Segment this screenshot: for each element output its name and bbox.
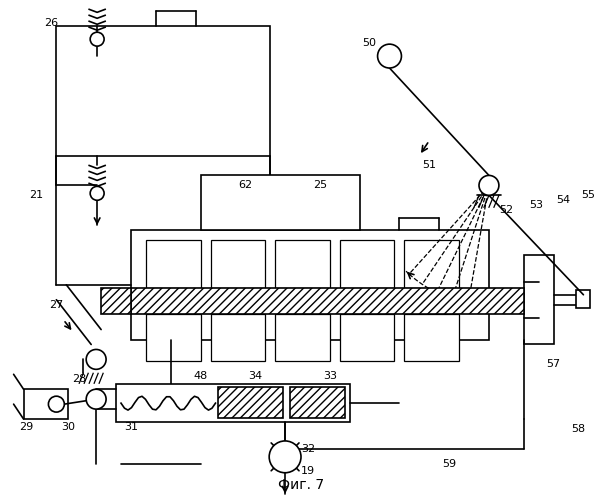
Bar xyxy=(405,314,459,362)
Bar xyxy=(405,240,459,288)
Circle shape xyxy=(269,441,301,473)
Text: 19: 19 xyxy=(301,466,315,476)
Circle shape xyxy=(86,389,106,409)
Bar xyxy=(218,387,283,418)
Bar xyxy=(101,288,131,314)
Bar xyxy=(131,288,524,314)
Text: 52: 52 xyxy=(499,205,513,215)
Text: 53: 53 xyxy=(529,200,544,210)
Bar xyxy=(275,240,330,288)
Circle shape xyxy=(90,32,104,46)
Bar xyxy=(210,240,265,288)
Bar xyxy=(146,314,201,362)
Text: 30: 30 xyxy=(62,422,75,432)
Text: 25: 25 xyxy=(313,180,327,190)
Text: 31: 31 xyxy=(124,422,138,432)
Text: 51: 51 xyxy=(422,160,437,170)
Text: 27: 27 xyxy=(49,300,63,310)
Text: Фиг. 7: Фиг. 7 xyxy=(278,478,324,492)
Text: 57: 57 xyxy=(546,360,561,370)
Bar xyxy=(131,230,489,340)
Circle shape xyxy=(479,176,499,196)
Bar xyxy=(56,26,270,156)
Text: 26: 26 xyxy=(45,18,58,28)
Text: 59: 59 xyxy=(442,459,456,469)
Text: 28: 28 xyxy=(72,374,86,384)
Bar xyxy=(116,384,350,422)
Text: 62: 62 xyxy=(238,180,253,190)
Bar xyxy=(275,314,330,362)
Bar xyxy=(524,255,554,344)
Circle shape xyxy=(377,44,402,68)
Bar xyxy=(339,314,394,362)
Bar xyxy=(339,240,394,288)
Text: 50: 50 xyxy=(362,38,377,48)
Bar xyxy=(24,389,68,419)
Bar xyxy=(146,240,201,288)
Text: 33: 33 xyxy=(323,372,337,382)
Text: 55: 55 xyxy=(581,190,595,200)
Bar xyxy=(290,387,345,418)
Text: 54: 54 xyxy=(557,196,570,205)
Text: 21: 21 xyxy=(30,190,43,200)
Bar xyxy=(201,176,359,230)
Text: 29: 29 xyxy=(19,422,34,432)
Circle shape xyxy=(86,350,106,370)
Text: 32: 32 xyxy=(301,444,315,454)
Text: 58: 58 xyxy=(572,424,586,434)
Circle shape xyxy=(48,396,65,412)
Bar xyxy=(576,290,590,308)
Circle shape xyxy=(90,186,104,200)
Text: 34: 34 xyxy=(248,372,262,382)
Text: 48: 48 xyxy=(194,372,207,382)
Bar xyxy=(210,314,265,362)
